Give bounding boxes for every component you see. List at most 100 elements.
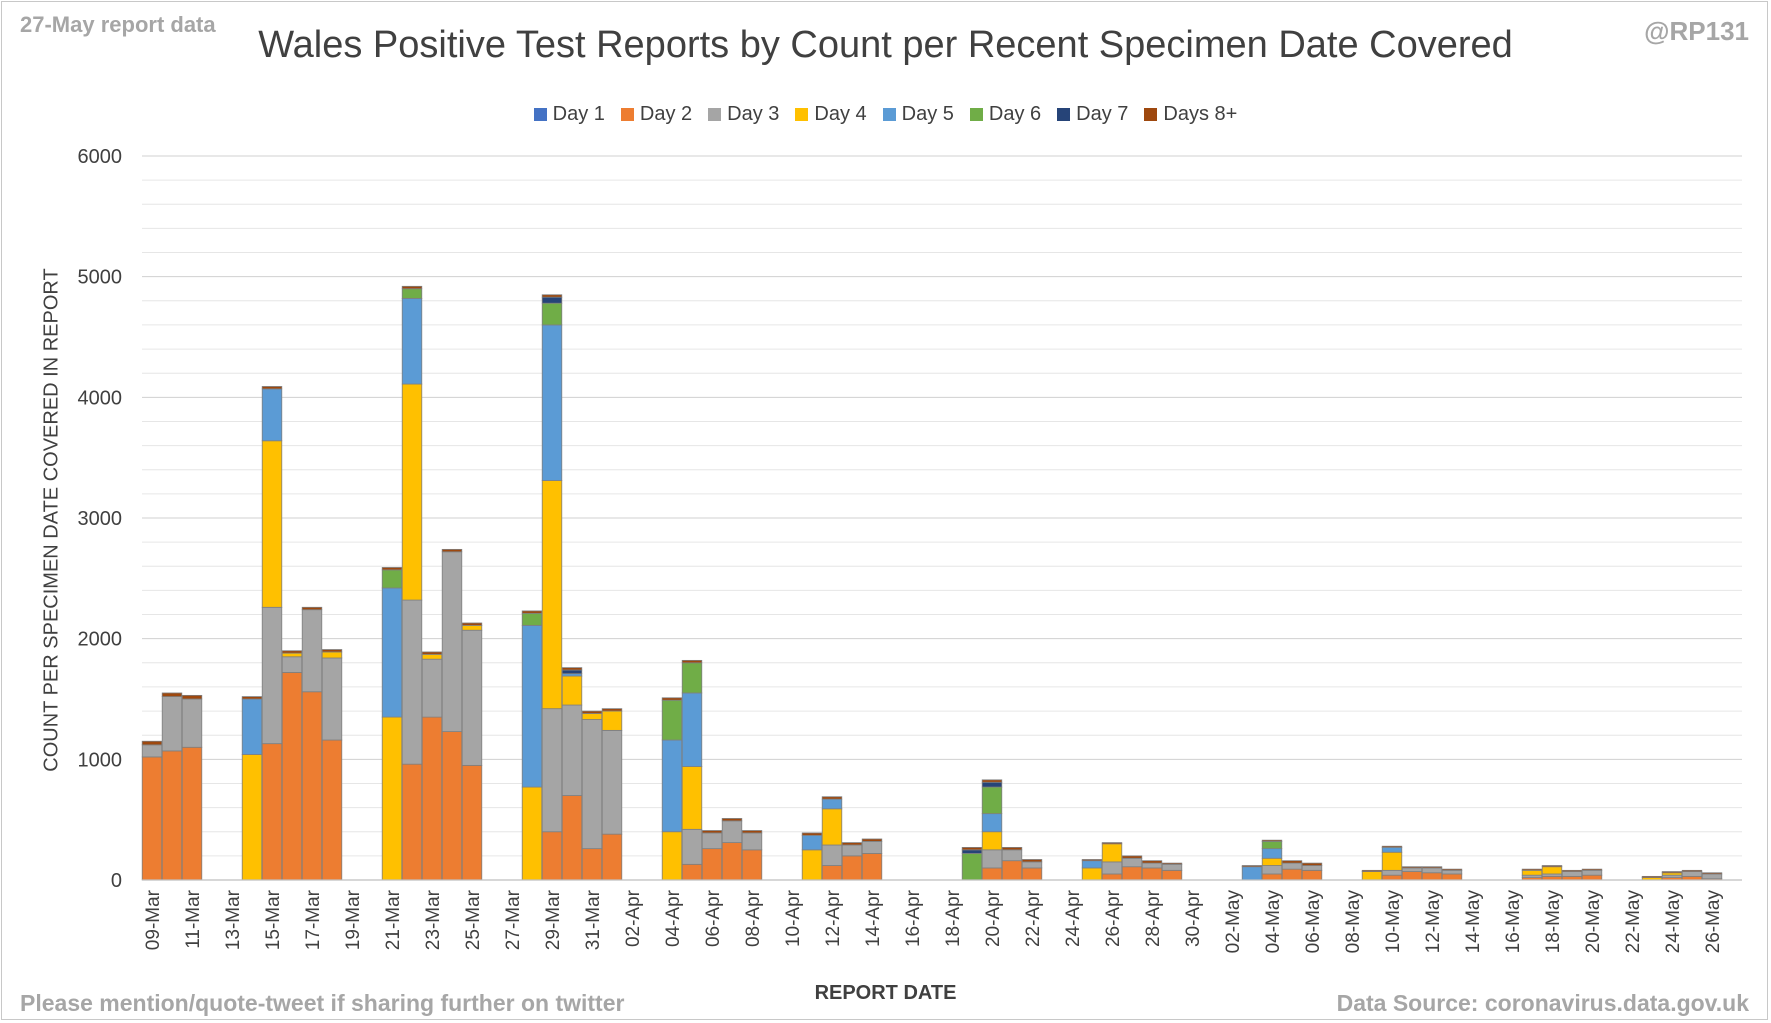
bar-segment [1381,851,1403,871]
bar-segment [1261,865,1283,875]
legend-label: Day 5 [901,103,954,125]
bar-segment [1681,871,1703,877]
bar-segment [1561,871,1583,877]
bar-segment [421,651,443,655]
bar-segment [461,624,483,631]
bar-segment [1281,868,1303,881]
bar-segment [981,867,1003,881]
bar-segment [521,610,543,614]
bar-segment [1241,866,1263,881]
bar-segment [601,710,623,731]
x-tick-label: 22-Apr [1023,889,1044,947]
x-tick-label: 26-May [1703,890,1724,954]
y-tick-label: 6000 [78,146,123,168]
bar-segment [1021,861,1043,869]
bar-segment [601,729,623,835]
bar-segment [461,764,483,881]
x-tick-label: 14-Apr [863,889,884,947]
bar-segment [861,853,883,881]
bar-segment [141,740,163,746]
bar-segment [681,828,703,865]
x-tick-label: 17-Mar [303,889,324,950]
bar-segment [1301,862,1323,866]
bar-segment [1241,865,1263,868]
bar-segment [181,698,203,748]
bar-segment [541,480,563,710]
y-tick-label: 4000 [78,387,123,409]
bar-segment [301,691,323,881]
bar-segment [1401,866,1423,869]
bar-segment [1261,873,1283,881]
bar-segment [401,297,423,385]
bar-segment [701,830,723,834]
x-tick-label: 15-Mar [263,889,284,950]
bar-segment [661,699,683,741]
bar-segment [1441,869,1463,875]
bar-segment [1141,860,1163,864]
x-tick-label: 11-Mar [183,889,204,948]
bar-segment [321,739,343,881]
bar-segment [381,569,403,589]
x-tick-label: 06-Apr [703,889,724,947]
bar-segment [961,847,983,851]
legend-label: Day 1 [552,103,605,125]
bar-segment [1701,872,1723,875]
bar-segment [1421,872,1443,881]
bar-segment [1301,869,1323,881]
bar-segment [721,818,743,822]
bar-segment [561,669,583,675]
bar-segment [561,704,583,796]
legend-item: Day 4 [795,103,867,126]
bar-segment [1361,871,1383,881]
x-tick-label: 04-May [1263,890,1284,954]
bar-segment [801,849,823,881]
bar-segment [981,813,1003,833]
bar-segment [461,629,483,766]
bar-segment [1701,873,1723,880]
bar-segment [261,386,283,390]
x-tick-label: 04-Apr [663,889,684,947]
x-tick-label: 19-Mar [343,889,364,950]
bar-segment [741,830,763,834]
bar-segment [181,694,203,700]
bar-segment [1401,867,1423,872]
bar-segment [1441,868,1463,871]
bar-segment [521,786,543,881]
bar-segment [141,756,163,881]
bar-segment [981,849,1003,869]
bar-segment [661,739,683,833]
bar-segment [681,863,703,881]
bar-segment [561,795,583,881]
x-tick-label: 18-Apr [943,889,964,947]
bar-segment [321,649,343,653]
bar-segment [1521,868,1543,871]
bar-segment [401,383,423,601]
bar-segment [981,786,1003,815]
bar-segment [1441,873,1463,881]
bar-segment [841,842,863,846]
legend-swatch [533,108,547,121]
bar-segment [821,844,843,866]
bar-segment [581,719,603,850]
x-tick-label: 24-Apr [1063,889,1084,947]
bar-segment [1101,843,1123,863]
bar-segment [681,659,703,664]
bar-segment [821,798,843,810]
x-tick-label: 08-Apr [743,889,764,947]
bar-segment [381,567,403,571]
legend-swatch [1057,108,1071,121]
data-source: Data Source: coronavirus.data.gov.uk [1336,990,1749,1016]
bar-segment [421,653,443,660]
x-tick-label: 30-Apr [1183,889,1204,947]
bar-segment [1121,857,1143,868]
bar-segment [821,865,843,881]
bar-segment [281,656,303,673]
legend-swatch [708,108,722,121]
bar-segment [421,716,443,881]
x-tick-label: 20-May [1583,890,1604,954]
bar-segment [261,743,283,881]
bar-segment [261,440,283,608]
bar-segment [1581,868,1603,871]
bar-segment [1021,867,1043,881]
